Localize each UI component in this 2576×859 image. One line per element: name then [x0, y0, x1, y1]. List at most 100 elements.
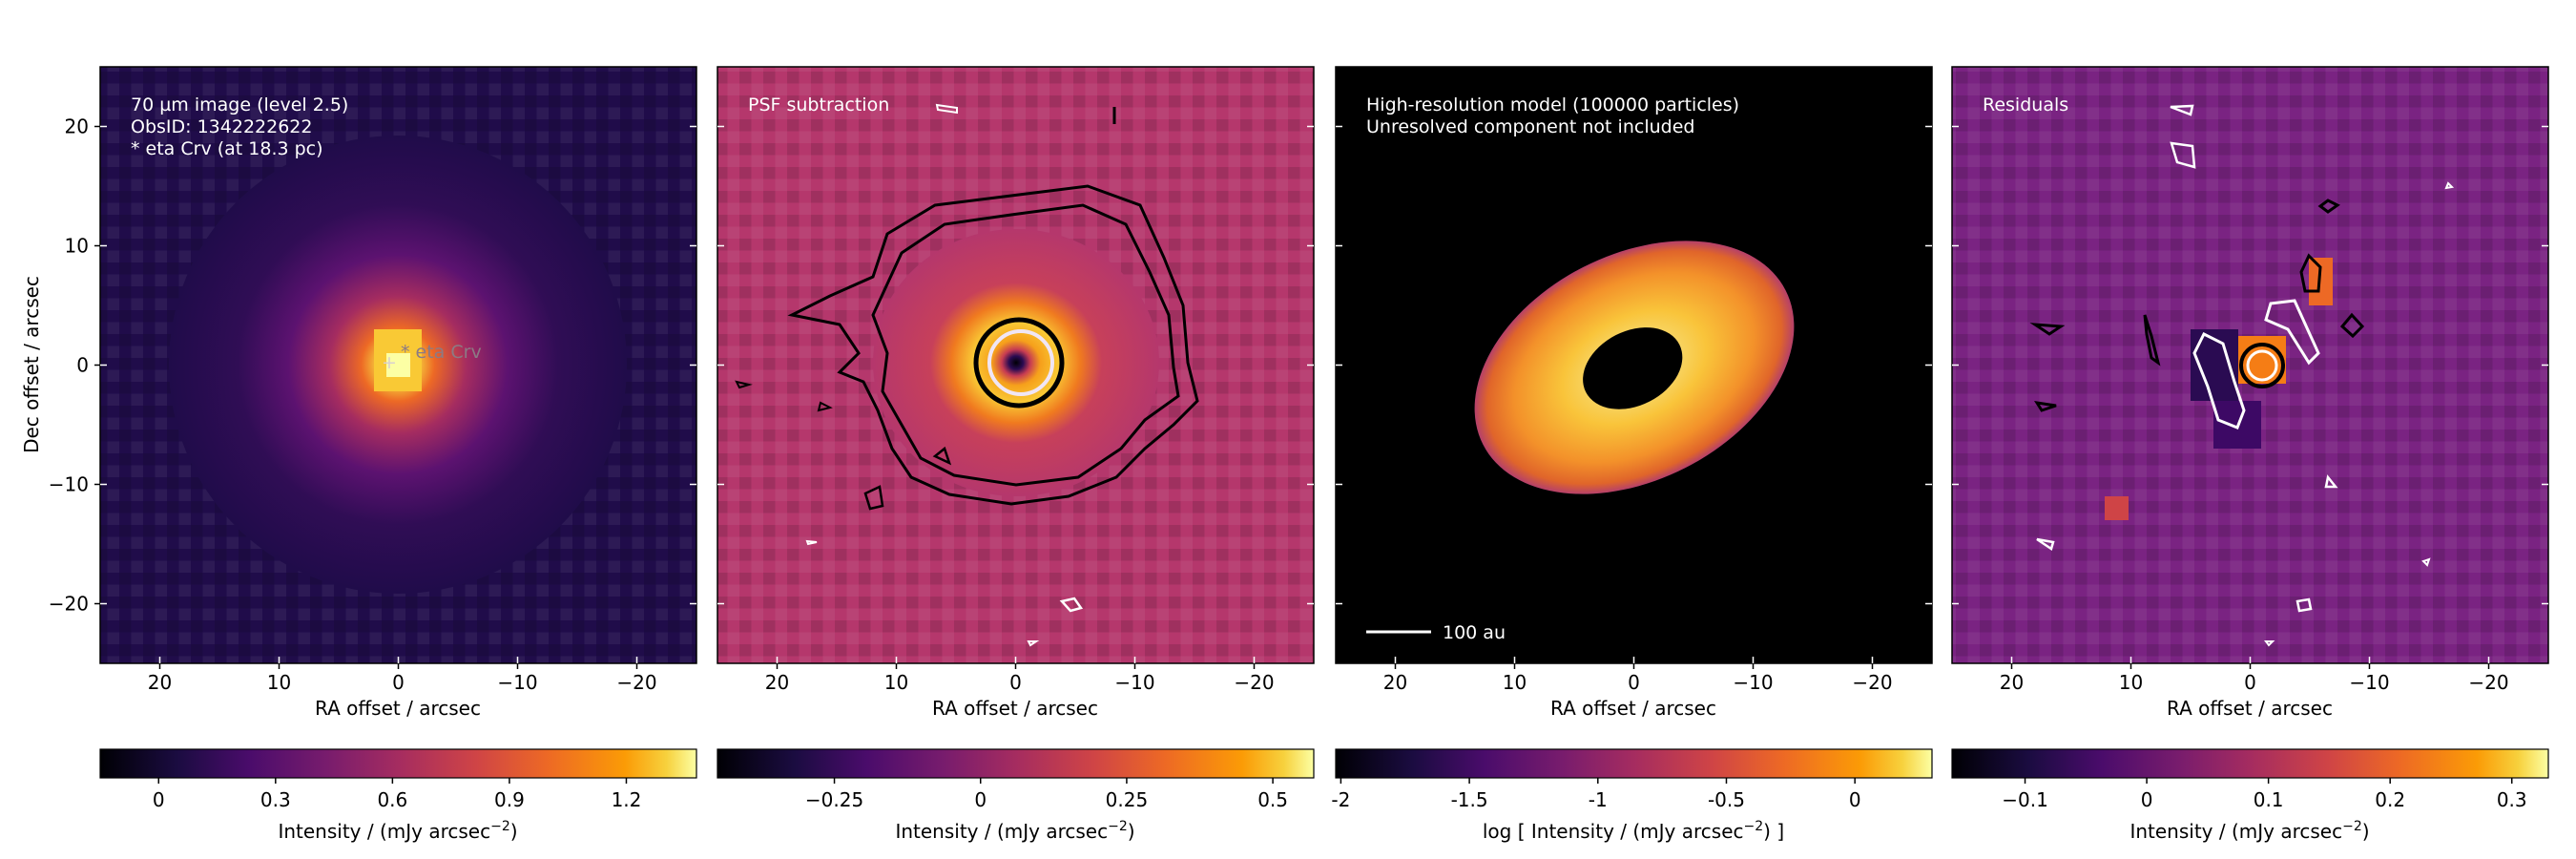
y-tick-label: 10 — [65, 235, 89, 258]
colorbar-label-1: Intensity / (mJy arcsec−2) — [278, 819, 517, 843]
x-tick-label: 0 — [392, 671, 405, 694]
panel-psf-subtraction — [717, 67, 1314, 663]
observation-target: * eta Crv (at 18.3 pc) — [131, 138, 323, 159]
psf-contour-white-1 — [935, 103, 958, 115]
star-marker: + — [382, 352, 397, 373]
psf-title: PSF subtraction — [748, 94, 889, 115]
colorbar-tick-label: −0.1 — [2002, 788, 2048, 811]
colorbar-tick-label: -0.5 — [1708, 788, 1745, 811]
residual-contour-core-black — [2239, 343, 2285, 388]
x-tick-label: −20 — [616, 671, 656, 694]
residual-contour-white-1 — [2170, 104, 2194, 116]
residual-contour-white-5 — [2296, 597, 2313, 613]
star-peak-pixel — [386, 353, 410, 377]
x-tick-label: −20 — [1852, 671, 1892, 694]
colorbar-tick-label: 0.3 — [260, 788, 291, 811]
y-tick-label: −10 — [49, 473, 89, 496]
panel-observation — [100, 67, 696, 663]
psf-contour-white-3 — [1059, 597, 1084, 613]
psf-contour-blob-2 — [863, 485, 884, 511]
x-tick-label: 10 — [1503, 671, 1527, 694]
model-subtitle: Unresolved component not included — [1366, 116, 1694, 137]
colorbar-label-3: log [ Intensity / (mJy arcsec−2) ] — [1483, 819, 1784, 843]
x-tick-label: −20 — [2468, 671, 2508, 694]
colorbar-tick-label: 0 — [974, 788, 987, 811]
psf-contour-blob-3 — [735, 380, 753, 389]
residual-contour-white-4 — [2324, 474, 2338, 489]
psf-contour-blob-1 — [932, 446, 952, 466]
residual-contour-core-white — [2246, 349, 2278, 382]
psf-contour-mid — [871, 203, 1180, 487]
x-axis-label-1: RA offset / arcsec — [315, 697, 481, 720]
colorbar-tick-label: −0.25 — [805, 788, 863, 811]
panel-model — [1336, 67, 1932, 663]
colorbar-tick-label: 0.1 — [2254, 788, 2284, 811]
residual-contour-black-n — [2299, 253, 2322, 293]
colorbar-tick-label: 0.3 — [2497, 788, 2527, 811]
model-title: High-resolution model (100000 particles) — [1366, 94, 1739, 115]
psf-contour-outer — [787, 184, 1199, 506]
x-axis-label-2: RA offset / arcsec — [932, 697, 1098, 720]
residual-contour-white-ne — [2264, 299, 2320, 366]
residual-contour-white-7 — [2444, 181, 2455, 190]
residuals-title: Residuals — [1983, 94, 2068, 115]
psf-contour-white-4 — [1027, 640, 1040, 647]
colorbar-tick-label: 0 — [153, 788, 165, 811]
x-tick-label: 0 — [1009, 671, 1022, 694]
x-tick-label: 10 — [267, 671, 291, 694]
x-tick-label: −10 — [497, 671, 537, 694]
colorbar-tick-label: 0.2 — [2375, 788, 2405, 811]
psf-disk-emission — [873, 229, 1159, 496]
colorbar-3 — [1335, 748, 1933, 779]
residual-contour-black-w1 — [2029, 323, 2066, 336]
observation-obsid: ObsID: 1342222622 — [131, 116, 312, 137]
observation-title: 70 µm image (level 2.5) — [131, 94, 348, 115]
colorbar-4 — [1951, 748, 2549, 779]
y-tick-label: 20 — [65, 115, 89, 138]
colorbar-tick-label: 0 — [2141, 788, 2153, 811]
colorbar-tick-label: 0.6 — [377, 788, 407, 811]
x-tick-label: −10 — [1114, 671, 1154, 694]
residual-contour-white-8 — [2264, 640, 2275, 647]
psf-contour-white-2 — [805, 539, 818, 546]
x-tick-label: −10 — [2349, 671, 2389, 694]
residual-contour-white-6 — [2421, 557, 2431, 567]
residual-contour-white-arc — [2192, 331, 2246, 430]
residual-contour-black-left — [2143, 314, 2161, 367]
y-tick-label: 0 — [76, 354, 89, 377]
colorbar-label-4: Intensity / (mJy arcsec−2) — [2129, 819, 2369, 843]
x-tick-label: 0 — [1628, 671, 1640, 694]
residual-contour-white-2 — [2170, 141, 2196, 169]
colorbar-label-2: Intensity / (mJy arcsec−2) — [895, 819, 1134, 843]
residual-bright-pixel-3 — [2105, 496, 2129, 520]
colorbar-tick-label: -2 — [1331, 788, 1350, 811]
x-tick-label: 20 — [2000, 671, 2024, 694]
x-tick-label: 20 — [765, 671, 789, 694]
colorbar-tick-label: 0.9 — [494, 788, 525, 811]
colorbar-tick-label: 1.2 — [612, 788, 642, 811]
psf-contour-inner-white — [987, 329, 1054, 396]
x-tick-label: −20 — [1234, 671, 1274, 694]
x-tick-label: 20 — [148, 671, 172, 694]
psf-contour-inner-black — [973, 317, 1065, 409]
residual-contour-white-3 — [2036, 537, 2055, 551]
x-tick-label: 0 — [2244, 671, 2256, 694]
colorbar-tick-label: 0.5 — [1257, 788, 1288, 811]
x-tick-label: 10 — [884, 671, 908, 694]
colorbar-tick-label: 0 — [1849, 788, 1861, 811]
colorbar-tick-label: -1.5 — [1451, 788, 1488, 811]
x-tick-label: 10 — [2119, 671, 2143, 694]
colorbar-2 — [717, 748, 1315, 779]
y-tick-label: −20 — [49, 593, 89, 616]
scale-bar-label: 100 au — [1443, 622, 1506, 643]
psf-contour-blob-4 — [817, 401, 833, 412]
residual-contour-black-e — [2339, 312, 2365, 339]
residual-bright-pixel-2 — [2309, 258, 2333, 305]
x-axis-label-3: RA offset / arcsec — [1550, 697, 1716, 720]
model-disk-hole — [1583, 327, 1683, 409]
colorbar-1 — [99, 748, 697, 779]
x-tick-label: −10 — [1733, 671, 1773, 694]
y-axis-label: Dec offset / arcsec — [20, 276, 43, 453]
panel-residuals — [1952, 67, 2548, 663]
